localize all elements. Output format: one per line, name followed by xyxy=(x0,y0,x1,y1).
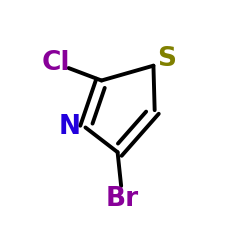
Text: Cl: Cl xyxy=(42,50,70,76)
Text: N: N xyxy=(58,114,80,140)
Text: Br: Br xyxy=(106,186,139,212)
Text: S: S xyxy=(158,46,176,72)
